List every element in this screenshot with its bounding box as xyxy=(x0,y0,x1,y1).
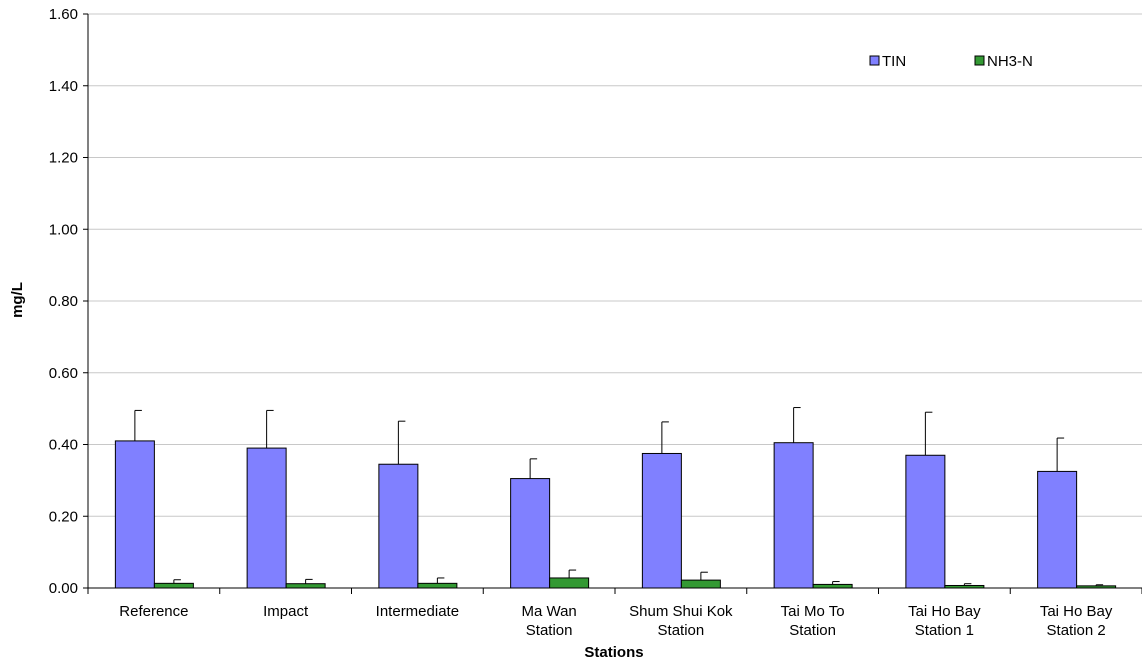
bars xyxy=(114,407,1117,589)
y-tick-label: 0.20 xyxy=(49,508,78,525)
gridlines xyxy=(88,13,1142,517)
y-tick-label: 1.00 xyxy=(49,221,78,238)
x-axis-title: Stations xyxy=(584,644,643,661)
y-tick-label: 0.60 xyxy=(49,365,78,382)
y-tick-label: 0.80 xyxy=(49,293,78,310)
x-tick-label: Tai Ho Bay xyxy=(908,603,981,620)
bar-nh3-n xyxy=(549,577,590,589)
bar-nh3-n xyxy=(285,583,326,589)
bar-tin xyxy=(1037,470,1078,589)
x-tick-label: Station xyxy=(789,622,836,639)
bar-tin xyxy=(641,452,682,589)
x-tick-label: Station 2 xyxy=(1047,622,1106,639)
legend: TIN NH3-N xyxy=(869,53,1033,70)
bar-tin xyxy=(114,440,155,589)
x-tick-label: Impact xyxy=(263,603,309,620)
x-tick-label: Station xyxy=(658,622,705,639)
bar-tin xyxy=(905,454,946,589)
bar-nh3-n xyxy=(417,582,458,589)
legend-label: TIN xyxy=(882,53,906,70)
legend-label: NH3-N xyxy=(987,53,1033,70)
y-tick-label: 0.00 xyxy=(49,580,78,597)
bar-nh3-n xyxy=(812,583,853,589)
legend-swatch xyxy=(869,55,880,66)
x-tick-labels: Reference Impact Intermediate Ma Wan Station… xyxy=(119,603,1113,639)
y-tick-label: 0.40 xyxy=(49,437,78,454)
bar-tin xyxy=(773,442,814,589)
bar-tin xyxy=(378,463,419,589)
bar-tin xyxy=(246,447,287,589)
x-tick-label: Station 1 xyxy=(915,622,974,639)
axes xyxy=(83,13,1142,594)
x-tick-label: Intermediate xyxy=(376,603,459,620)
legend-swatch xyxy=(974,55,985,66)
x-tick-label: Tai Mo To xyxy=(781,603,845,620)
bar-tin xyxy=(510,478,551,589)
x-tick-label: Tai Ho Bay xyxy=(1040,603,1113,620)
bar-nh3-n xyxy=(153,582,194,589)
y-tick-labels: 0.00 0.20 0.40 0.60 0.80 1.00 1.20 1.40 1.60 xyxy=(49,6,78,597)
x-tick-label: Reference xyxy=(119,603,188,620)
y-tick-label: 1.60 xyxy=(49,6,78,23)
x-tick-label: Station xyxy=(526,622,573,639)
y-tick-label: 1.40 xyxy=(49,78,78,95)
y-tick-label: 1.20 xyxy=(49,150,78,167)
x-tick-label: Shum Shui Kok xyxy=(629,603,733,620)
x-tick-label: Ma Wan xyxy=(521,603,576,620)
y-axis-title: mg/L xyxy=(9,282,26,318)
bar-nh3-n xyxy=(680,579,721,589)
